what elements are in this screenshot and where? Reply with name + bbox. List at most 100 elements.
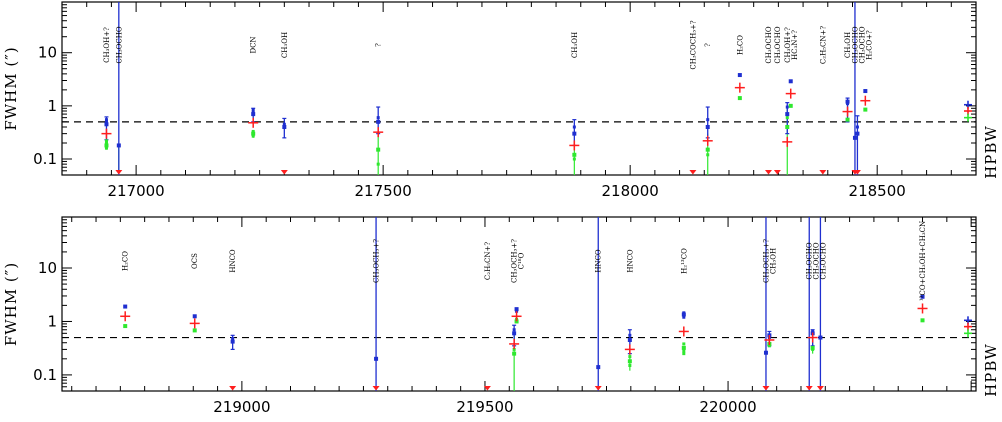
line-group [372,217,380,391]
blue-point [123,304,128,309]
y-tick-label: 10 [38,44,57,62]
line-label: C₂H₅CN+? [484,242,492,280]
line-label: CH₃OCHO [774,26,782,63]
line-label: ? [375,43,383,47]
line-group [189,314,200,333]
green-point [682,342,686,346]
blue-point [374,356,379,361]
line-group [764,170,772,175]
red-limit-marker [483,386,491,391]
green-point [123,324,128,329]
line-group [229,334,237,391]
line-label: OCS [191,253,199,269]
green-point [737,96,742,101]
plot-frame [61,1,977,176]
blue-point [818,335,823,340]
green-point [681,345,686,350]
blue-point [785,112,790,117]
line-group [511,307,522,324]
blue-point [282,122,286,126]
blue-point [737,73,742,78]
line-label: CH₃OCHO [851,26,859,63]
blue-point [230,339,235,344]
green-point [572,152,577,157]
green-point [104,139,108,143]
line-group [764,330,775,348]
line-label: CH₃OH [844,32,852,58]
green-point [788,103,793,108]
blue-point [251,108,255,112]
red-limit-marker [773,170,781,175]
blue-point [920,294,925,299]
line-label: CH₃OCHO [765,26,773,63]
line-group [101,116,112,150]
green-point [920,318,925,323]
blue-point [376,119,381,124]
green-point [627,359,632,364]
y-tick-label: 0.1 [33,366,57,384]
line-label: C¹⁸O [518,252,526,269]
x-tick-label: 219500 [456,398,513,416]
red-limit-marker [689,170,697,175]
line-group [782,102,793,175]
red-limit-marker [594,386,602,391]
red-limit-marker [853,170,861,175]
green-point [512,347,516,351]
line-group [734,73,745,101]
green-point [785,116,789,120]
line-group [917,294,928,323]
blue-point [788,79,793,84]
red-limit-marker [805,386,813,391]
blue-point [192,314,197,319]
red-limit-marker [115,170,123,175]
line-group [860,89,871,112]
line-group [248,107,259,138]
green-point [706,153,710,157]
green-point [251,134,255,138]
hpbw-label: HPBW [982,125,1000,179]
red-limit-marker [762,386,770,391]
line-group [853,115,861,175]
line-group [702,106,713,175]
green-point [785,125,790,130]
blue-point [104,122,109,127]
line-label: H₂CO+? [865,30,873,60]
line-group [807,329,818,354]
green-point [251,129,255,133]
y-axis-label: FWHM (″) [2,46,20,130]
red-limit-marker [372,386,380,391]
line-label: CH₃OCHO [858,26,866,63]
green-point [682,352,686,356]
line-label: CH₃OH+? [103,27,111,63]
green-point [682,349,686,353]
blue-point [628,333,632,337]
blue-point [845,99,850,104]
red-limit-marker [764,170,772,175]
line-group [773,170,781,175]
green-point [192,328,197,333]
blue-point [855,125,859,129]
green-point [572,157,576,161]
blue-point [251,112,256,117]
line-label: HNCO [229,249,237,273]
blue-point [627,337,632,342]
line-label: HNCO [595,249,603,273]
line-group [805,217,813,391]
x-tick-label: 219000 [213,398,270,416]
red-limit-marker [280,170,288,175]
blue-point [706,118,710,122]
x-tick-label: 218000 [602,182,659,200]
line-group [819,170,827,175]
green-point [104,143,109,148]
y-axis-label: FWHM (″) [2,262,20,346]
line-label: ¹³CO+CH₃OH+CH₃CN [919,221,927,301]
blue-point [572,125,576,129]
red-limit-marker [819,170,827,175]
green-point [251,131,256,136]
green-point [376,162,380,166]
green-point [810,345,815,350]
line-label: CH₃OH [769,248,777,274]
green-point [628,355,632,359]
line-group [509,324,520,391]
